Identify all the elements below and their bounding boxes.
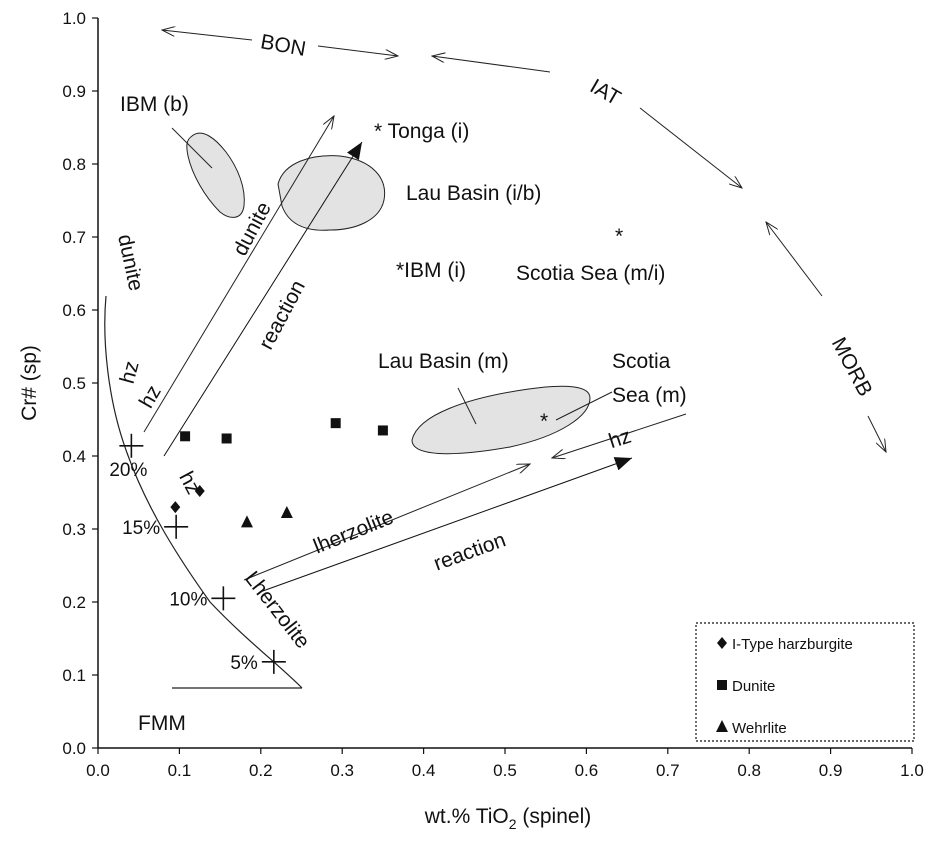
melt-percent-label: 10% bbox=[169, 589, 207, 610]
scotia-sea-mi-label: Scotia Sea (m/i) bbox=[516, 262, 665, 285]
legend: I-Type harzburgite Dunite Wehrlite bbox=[695, 622, 915, 742]
legend-dunite-marker bbox=[717, 680, 727, 690]
hz-arrow-label: hz bbox=[135, 381, 166, 412]
legend-wehrlite-marker bbox=[716, 720, 728, 732]
x-tick-label: 0.4 bbox=[412, 761, 436, 780]
melting-ticks: 5% 10% 15% 20% bbox=[109, 433, 286, 674]
hz-right-label: hz bbox=[606, 424, 634, 453]
legend-i-type-harzburgite-marker bbox=[717, 637, 727, 649]
x-tick-label: 0.7 bbox=[656, 761, 680, 780]
x-tick-label: 0.5 bbox=[493, 761, 517, 780]
x-tick-label: 0.9 bbox=[819, 761, 843, 780]
wehrlite-point bbox=[240, 515, 253, 528]
ibm-b-label: IBM (b) bbox=[120, 93, 189, 116]
melting-model bbox=[104, 295, 303, 689]
dunite-point bbox=[180, 431, 191, 442]
scotia-m-leader bbox=[555, 391, 613, 421]
melting-curve bbox=[104, 295, 303, 689]
x-tick-label: 0.1 bbox=[168, 761, 192, 780]
y-tick-label: 0.0 bbox=[62, 739, 86, 758]
x-axis-title-sub: 2 bbox=[509, 816, 517, 832]
wehrlite-point bbox=[280, 505, 293, 518]
scotia-sea-m-line2: Sea (m) bbox=[612, 384, 687, 407]
y-tick-label: 0.8 bbox=[62, 155, 86, 174]
lherzolite-arrow bbox=[243, 464, 530, 581]
reaction-lower-label: reaction bbox=[431, 528, 509, 575]
bon-label: BON bbox=[259, 30, 308, 61]
tonga-i-label: * Tonga (i) bbox=[374, 120, 469, 143]
y-tick-label: 0.1 bbox=[62, 666, 86, 685]
x-tick-label: 0.2 bbox=[249, 761, 273, 780]
x-tick-label: 0.6 bbox=[575, 761, 599, 780]
melt-percent-label: 5% bbox=[230, 653, 258, 674]
dunite-arrow bbox=[143, 116, 334, 433]
y-tick-label: 0.4 bbox=[62, 447, 86, 466]
x-axis-title-main: wt.% TiO bbox=[424, 805, 509, 828]
y-tick-label: 1.0 bbox=[62, 9, 86, 28]
y-tick-label: 0.6 bbox=[62, 301, 86, 320]
y-ticks: 0.0 0.1 0.2 0.3 0.4 0.5 0.6 0.7 0.8 0.9 1.0 bbox=[62, 9, 98, 758]
i-type-harzburgite-point bbox=[170, 501, 181, 514]
ibm-b-field bbox=[186, 132, 245, 218]
x-axis-title: wt.% TiO2 (spinel) bbox=[424, 805, 592, 832]
melt-percent-label: 20% bbox=[109, 460, 147, 481]
bon-arrow-right bbox=[317, 45, 398, 56]
lherzolite-curve-label: Lherzolite bbox=[240, 567, 314, 653]
x-tick-label: 1.0 bbox=[900, 761, 924, 780]
iat-label: IAT bbox=[586, 75, 625, 111]
iat-arrow-right bbox=[639, 107, 742, 188]
fields bbox=[186, 132, 591, 455]
ibm-b-leader bbox=[171, 127, 213, 169]
dunite-point bbox=[377, 425, 388, 436]
arrows bbox=[143, 30, 886, 593]
legend-box bbox=[695, 622, 915, 742]
morb-label: MORB bbox=[827, 334, 877, 400]
y-tick-label: 0.2 bbox=[62, 593, 86, 612]
hz-left-label: hz bbox=[116, 359, 144, 386]
x-ticks: 0.0 0.1 0.2 0.3 0.4 0.5 0.6 0.7 0.8 0.9 1.0 bbox=[86, 748, 924, 780]
lau-basin-ib-label: Lau Basin (i/b) bbox=[406, 182, 541, 205]
morb-arrow-up bbox=[766, 222, 823, 297]
x-tick-label: 0.8 bbox=[737, 761, 761, 780]
lau-basin-ib-field bbox=[277, 155, 386, 231]
lau-basin-m-leader bbox=[457, 387, 477, 425]
i-type-harzburgite-point bbox=[194, 485, 205, 498]
scotia-sea-m-line1: Scotia bbox=[612, 350, 671, 373]
lau-basin-m-field bbox=[411, 385, 591, 455]
morb-arrow-down bbox=[867, 415, 886, 452]
lherzolite-arrow-label: lherzolite bbox=[310, 506, 397, 559]
lau-basin-m-label: Lau Basin (m) bbox=[378, 350, 509, 373]
y-tick-label: 0.3 bbox=[62, 520, 86, 539]
fmm-label: FMM bbox=[138, 712, 186, 735]
legend-wehrlite-label: Wehrlite bbox=[732, 720, 787, 737]
dunite-point bbox=[221, 433, 232, 444]
reaction-upper-label: reaction bbox=[255, 277, 310, 354]
y-tick-label: 0.5 bbox=[62, 374, 86, 393]
dunite-left-label: dunite bbox=[113, 232, 147, 293]
x-axis-title-tail: (spinel) bbox=[517, 805, 592, 828]
data-points bbox=[170, 418, 388, 528]
leader-lines bbox=[171, 127, 613, 425]
melt-percent-label: 15% bbox=[122, 518, 160, 539]
legend-dunite-label: Dunite bbox=[732, 678, 775, 695]
x-tick-label: 0.0 bbox=[86, 761, 110, 780]
scotia-m-star: * bbox=[540, 410, 548, 433]
iat-arrow-left bbox=[432, 56, 551, 73]
y-axis-title: Cr# (sp) bbox=[18, 345, 41, 421]
x-tick-label: 0.3 bbox=[330, 761, 354, 780]
y-tick-label: 0.7 bbox=[62, 228, 86, 247]
ibm-i-label: *IBM (i) bbox=[396, 259, 466, 282]
scotia-mi-star: * bbox=[615, 225, 623, 248]
reaction-upper-arrow bbox=[163, 141, 363, 457]
dunite-point bbox=[330, 418, 341, 429]
hz-right-arrow bbox=[552, 413, 687, 458]
bon-arrow-left bbox=[162, 30, 253, 41]
legend-i-type-harzburgite-label: I-Type harzburgite bbox=[732, 636, 853, 653]
legend-items: I-Type harzburgite Dunite Wehrlite bbox=[716, 636, 853, 737]
reaction-lower-arrow bbox=[259, 457, 633, 593]
y-tick-label: 0.9 bbox=[62, 82, 86, 101]
